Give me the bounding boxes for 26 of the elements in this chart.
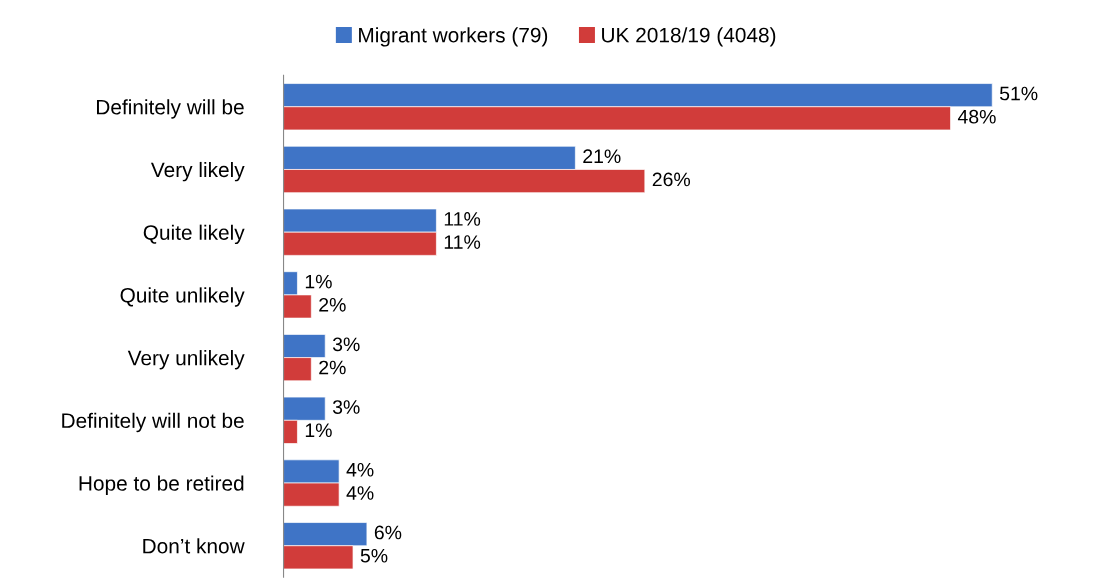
y-tick-label: Quite likely bbox=[143, 224, 245, 245]
data-label: 1% bbox=[305, 274, 332, 289]
data-label: 51% bbox=[999, 86, 1038, 101]
data-label: 6% bbox=[374, 525, 402, 540]
data-label: 2% bbox=[319, 297, 346, 312]
y-tick-label: Definitely will not be bbox=[62, 412, 244, 433]
data-label: 5% bbox=[360, 548, 388, 563]
y-tick-label: Definitely will be bbox=[97, 99, 244, 119]
data-label: 2% bbox=[319, 360, 346, 375]
data-label: 4% bbox=[346, 486, 374, 500]
legend-label: Migrant workers (79) bbox=[359, 27, 548, 47]
legend-label: UK 2018/19 (4048) bbox=[602, 27, 776, 47]
data-label: 1% bbox=[305, 423, 332, 438]
data-label: 3% bbox=[332, 337, 360, 352]
data-label: 11% bbox=[444, 212, 481, 226]
y-tick-label: Hope to be retired bbox=[79, 475, 244, 495]
y-tick-label: Quite unlikely bbox=[120, 287, 245, 307]
y-tick-label: Don’t know bbox=[143, 538, 245, 554]
y-tick-label: Very likely bbox=[150, 161, 245, 182]
data-label: 11% bbox=[444, 235, 481, 249]
data-label: 4% bbox=[346, 462, 374, 477]
data-label: 26% bbox=[652, 172, 691, 187]
data-label: 3% bbox=[332, 400, 360, 414]
data-label: 21% bbox=[583, 149, 621, 164]
data-label: 48% bbox=[957, 109, 996, 124]
y-tick-label: Very unlikely bbox=[127, 350, 245, 370]
